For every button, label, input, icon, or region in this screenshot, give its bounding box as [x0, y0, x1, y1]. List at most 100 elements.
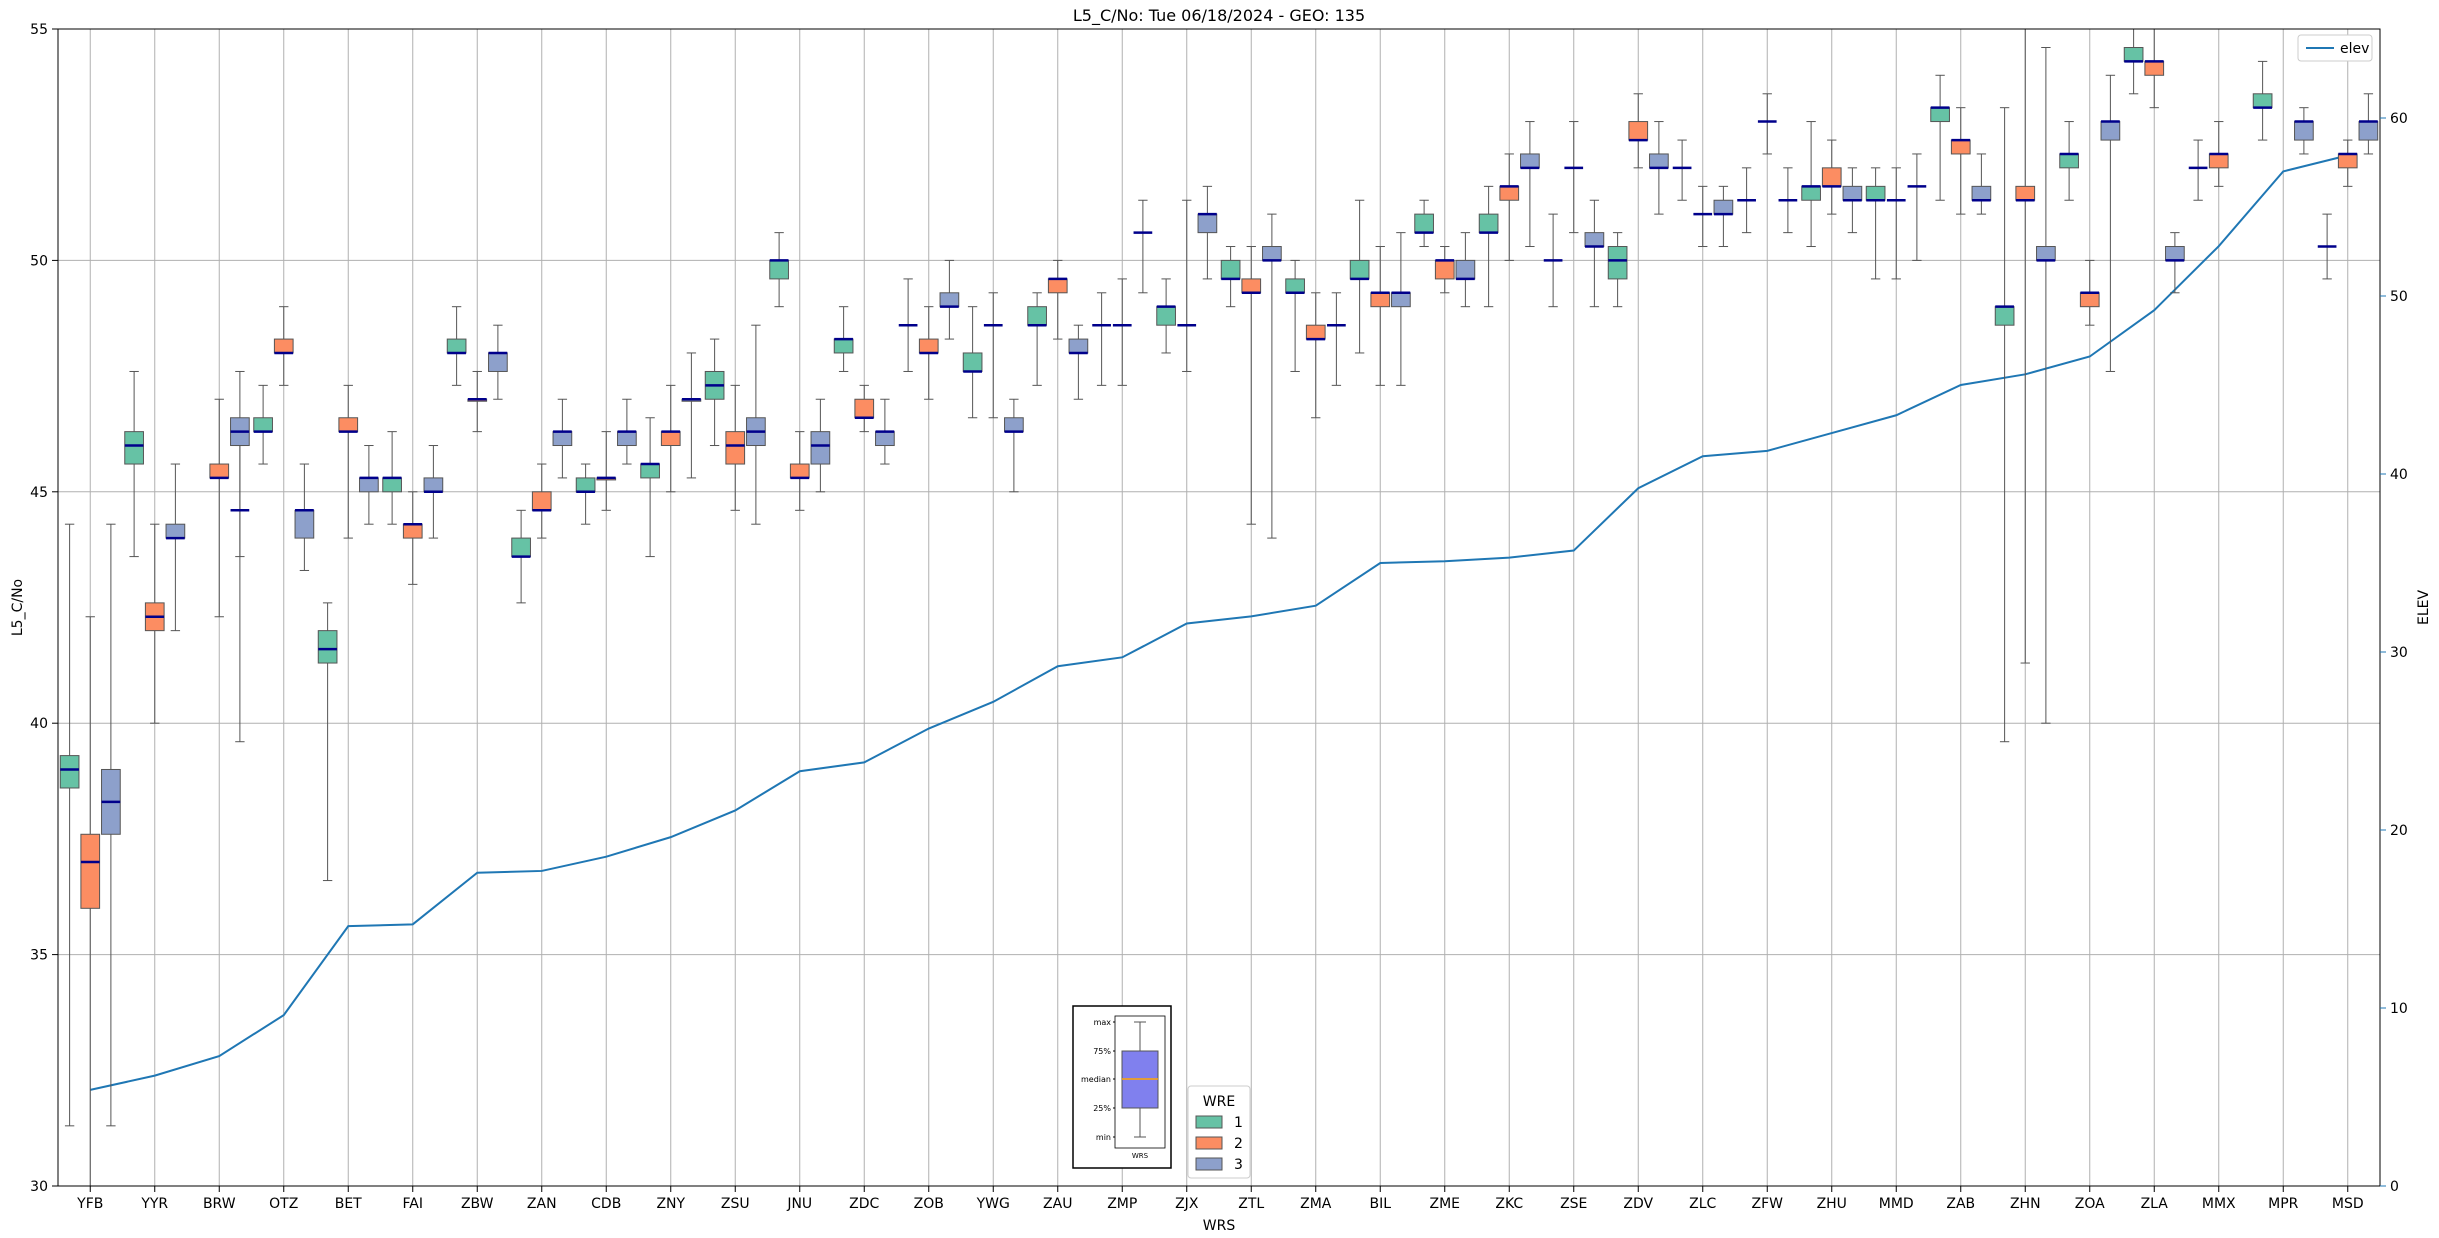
x-tick-label: JNU: [786, 1196, 812, 1212]
box-body: [1414, 213, 1434, 234]
box-plots: [59, 28, 2379, 1187]
box-body: [2337, 153, 2358, 169]
box-brw: [230, 445, 250, 743]
box-body: [2036, 246, 2056, 261]
box-body: [962, 352, 983, 372]
box-zsu: [746, 324, 766, 525]
box-zmp: [1133, 199, 1153, 294]
box-otz: [253, 384, 273, 465]
box-body: [488, 352, 508, 372]
box-body: [253, 417, 273, 433]
box-fai: [382, 431, 402, 525]
box-zla: [2144, 28, 2165, 109]
box-body: [124, 431, 144, 465]
legend-frame: [1187, 1085, 1251, 1179]
box-otz: [294, 463, 315, 571]
legend-wre-label: 3: [1234, 1157, 1243, 1173]
legend-wre-label: 2: [1234, 1136, 1243, 1152]
box-zlc: [1693, 185, 1713, 248]
box-zme: [1455, 232, 1476, 308]
box-zab: [1971, 153, 1992, 215]
box-body: [338, 417, 359, 433]
box-ywg: [1004, 398, 1024, 493]
box-body: [1821, 167, 1842, 187]
x-tick-label: ZJX: [1175, 1196, 1199, 1212]
box-zma: [1305, 292, 1326, 419]
box-ztl: [1241, 246, 1262, 525]
box-body: [2123, 47, 2144, 62]
y-tick-label: 45: [30, 485, 48, 501]
box-body: [511, 537, 531, 558]
box-body: [1285, 278, 1305, 294]
x-tick-label: YWG: [976, 1196, 1010, 1212]
box-body: [1930, 107, 1950, 123]
box-ywg: [962, 306, 983, 419]
x-tick-label: ZDV: [1623, 1196, 1653, 1212]
key-label: median: [1081, 1075, 1111, 1084]
y-tick-label: 40: [30, 716, 48, 732]
box-yfb: [101, 523, 121, 1127]
box-body: [2144, 60, 2165, 76]
x-tick-label: ZBW: [461, 1196, 494, 1212]
x-tick-label: ZAU: [1043, 1196, 1072, 1212]
box-brw: [209, 398, 230, 618]
x-tick-label: ZOA: [2075, 1196, 2105, 1212]
box-zla: [2165, 232, 2185, 294]
box-body: [640, 463, 660, 479]
box-mmd: [1865, 167, 1886, 280]
box-body: [2079, 292, 2100, 308]
box-body: [769, 259, 789, 280]
box-zdc: [833, 306, 854, 372]
x-tick-label: ZOB: [914, 1196, 944, 1212]
box-cdb: [617, 398, 637, 465]
box-zkc: [1520, 121, 1540, 248]
elev-line: [90, 154, 2348, 1091]
box-zhn: [2036, 47, 2056, 724]
box-zme: [1434, 246, 1455, 294]
legend-wre-swatch: [1195, 1136, 1223, 1150]
box-zdv: [1628, 93, 1649, 169]
box-zob: [898, 278, 918, 372]
x-tick-label: ZSU: [721, 1196, 750, 1212]
box-zoa: [2100, 74, 2121, 372]
box-body: [660, 431, 681, 447]
box-bil: [1349, 199, 1370, 354]
box-bet: [359, 445, 379, 525]
x-tick-label: MMD: [1879, 1196, 1914, 1212]
y2-tick-label: 10: [2390, 1001, 2408, 1017]
box-body: [833, 338, 854, 354]
box-body: [2252, 93, 2273, 109]
y2-tick-label: 40: [2390, 467, 2408, 483]
box-body: [1370, 292, 1391, 308]
box-zjx: [1156, 278, 1176, 354]
box-key-inset: max 75% median 25% min WRS: [1072, 1005, 1172, 1169]
box-zma: [1285, 259, 1305, 372]
box-bet: [338, 384, 359, 539]
box-zfw: [1778, 167, 1798, 234]
box-zdv: [1649, 121, 1669, 215]
box-zse: [1543, 213, 1563, 308]
y-tick-label: 30: [30, 1179, 48, 1195]
box-body: [854, 398, 875, 419]
x-tick-label: ZKC: [1495, 1196, 1523, 1212]
box-body: [1649, 153, 1669, 169]
x-tick-label: BET: [335, 1196, 362, 1212]
box-body: [552, 431, 573, 447]
box-bil: [1391, 232, 1411, 386]
y2-tick-label: 60: [2390, 111, 2408, 127]
key-label: 25%: [1093, 1104, 1111, 1113]
box-zbw: [488, 324, 508, 400]
y-tick-label: 55: [30, 22, 48, 38]
elev-series: [90, 154, 2348, 1091]
box-zse: [1584, 199, 1605, 308]
box-msd: [2317, 213, 2337, 280]
box-zau: [1027, 292, 1047, 386]
box-ztl: [1220, 246, 1241, 308]
elev-legend: elev: [2297, 34, 2373, 62]
box-zny: [681, 352, 702, 479]
y-axis-label: L5_C/No: [10, 579, 26, 636]
box-zjx: [1197, 185, 1218, 280]
box-mpr: [2294, 107, 2314, 155]
box-body: [1262, 246, 1282, 261]
x-tick-label: MSD: [2332, 1196, 2364, 1212]
